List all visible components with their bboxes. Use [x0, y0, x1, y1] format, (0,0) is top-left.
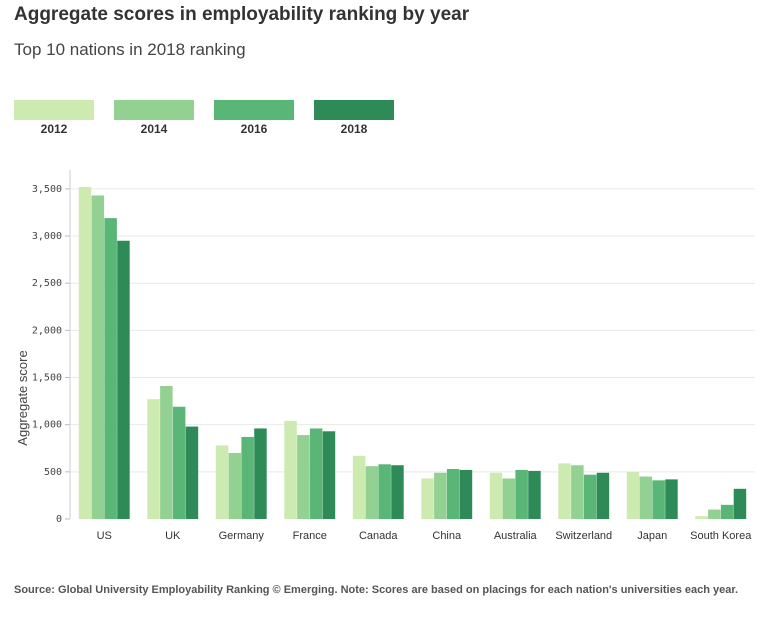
bar-chart: 0 500 1,000 1,500 2,000 2,500 3,000 3,500 US UK Ge… — [15, 170, 755, 542]
x-tick-label: China — [432, 530, 462, 542]
y-tick-label: 1,000 — [32, 420, 62, 431]
bar-us-2012[interactable] — [78, 186, 92, 519]
bar-canada-2012[interactable] — [352, 455, 366, 519]
chart-subtitle: Top 10 nations in 2018 ranking — [14, 40, 246, 59]
bar-switzerland-2018[interactable] — [596, 472, 610, 519]
bar-uk-2016[interactable] — [172, 406, 186, 519]
legend-item-2016[interactable]: 2016 — [214, 100, 294, 136]
source-note: Source: Global University Employability … — [14, 584, 739, 596]
x-tick-label: Canada — [359, 530, 398, 542]
legend-item-2012[interactable]: 2012 — [14, 100, 94, 136]
bar-south-korea-2016[interactable] — [720, 504, 734, 519]
x-tick-label: Germany — [219, 530, 265, 542]
y-tick-label: 0 — [56, 514, 62, 525]
bar-china-2018[interactable] — [459, 469, 473, 519]
bar-france-2012[interactable] — [284, 420, 297, 519]
bar-south-korea-2018[interactable] — [733, 488, 747, 519]
y-tick-label: 1,500 — [32, 373, 62, 384]
legend-swatch-2014 — [114, 100, 194, 120]
bar-germany-2012[interactable] — [215, 445, 229, 519]
chart-title: Aggregate scores in employability rankin… — [14, 4, 470, 25]
bar-canada-2014[interactable] — [365, 466, 379, 519]
bar-australia-2012[interactable] — [489, 472, 503, 519]
legend-swatch-2018 — [314, 100, 394, 120]
legend-swatch-2012 — [14, 100, 94, 120]
bar-germany-2016[interactable] — [241, 436, 254, 519]
grid-lines — [70, 188, 755, 473]
bar-switzerland-2016[interactable] — [583, 474, 597, 519]
bar-china-2014[interactable] — [434, 472, 447, 519]
bar-us-2018[interactable] — [117, 240, 130, 520]
bar-switzerland-2012[interactable] — [558, 463, 571, 519]
y-tick-label: 3,500 — [32, 184, 62, 195]
x-tick-label: France — [293, 530, 327, 542]
legend-label-2014: 2014 — [140, 122, 168, 136]
bars — [78, 186, 747, 520]
x-tick-label: US — [97, 530, 112, 542]
bar-france-2018[interactable] — [322, 431, 336, 519]
bar-south-korea-2012[interactable] — [695, 516, 708, 519]
bar-uk-2018[interactable] — [185, 426, 199, 519]
bar-canada-2016[interactable] — [378, 464, 391, 519]
bar-australia-2014[interactable] — [502, 478, 516, 519]
bar-france-2014[interactable] — [297, 435, 310, 519]
bar-switzerland-2014[interactable] — [571, 465, 584, 519]
bar-japan-2018[interactable] — [665, 479, 678, 519]
legend-swatch-2016 — [214, 100, 294, 120]
legend-label-2016: 2016 — [240, 122, 268, 136]
legend-label-2018: 2018 — [340, 122, 368, 136]
x-tick-label: South Korea — [690, 530, 752, 542]
bar-china-2012[interactable] — [421, 478, 434, 519]
bar-france-2016[interactable] — [309, 428, 323, 519]
bar-us-2014[interactable] — [91, 195, 105, 519]
bar-uk-2012[interactable] — [147, 399, 160, 519]
bar-uk-2014[interactable] — [160, 386, 173, 519]
bar-germany-2014[interactable] — [228, 452, 242, 519]
bar-japan-2012[interactable] — [626, 471, 640, 519]
bar-australia-2018[interactable] — [528, 470, 541, 519]
y-tick-label: 500 — [44, 467, 62, 478]
legend-label-2012: 2012 — [40, 122, 68, 136]
axes: 0 500 1,000 1,500 2,000 2,500 3,000 3,500 US UK Ge… — [32, 170, 752, 542]
x-tick-label: Japan — [637, 530, 667, 542]
bar-south-korea-2014[interactable] — [708, 509, 721, 519]
x-tick-label: Australia — [494, 530, 538, 542]
legend-item-2014[interactable]: 2014 — [114, 100, 194, 136]
x-tick-label: UK — [165, 530, 181, 542]
bar-us-2016[interactable] — [104, 218, 117, 519]
y-tick-label: 2,500 — [32, 278, 62, 289]
bar-australia-2016[interactable] — [515, 469, 528, 519]
bar-japan-2016[interactable] — [652, 480, 665, 519]
y-tick-label: 3,000 — [32, 231, 62, 242]
y-axis-label: Aggregate score — [15, 350, 30, 445]
x-tick-label: Switzerland — [555, 530, 612, 542]
y-tick-label: 2,000 — [32, 325, 62, 336]
bar-china-2016[interactable] — [446, 469, 460, 519]
legend-item-2018[interactable]: 2018 — [314, 100, 394, 136]
bar-germany-2018[interactable] — [254, 428, 267, 519]
bar-canada-2018[interactable] — [391, 465, 404, 519]
bar-japan-2014[interactable] — [639, 476, 653, 519]
